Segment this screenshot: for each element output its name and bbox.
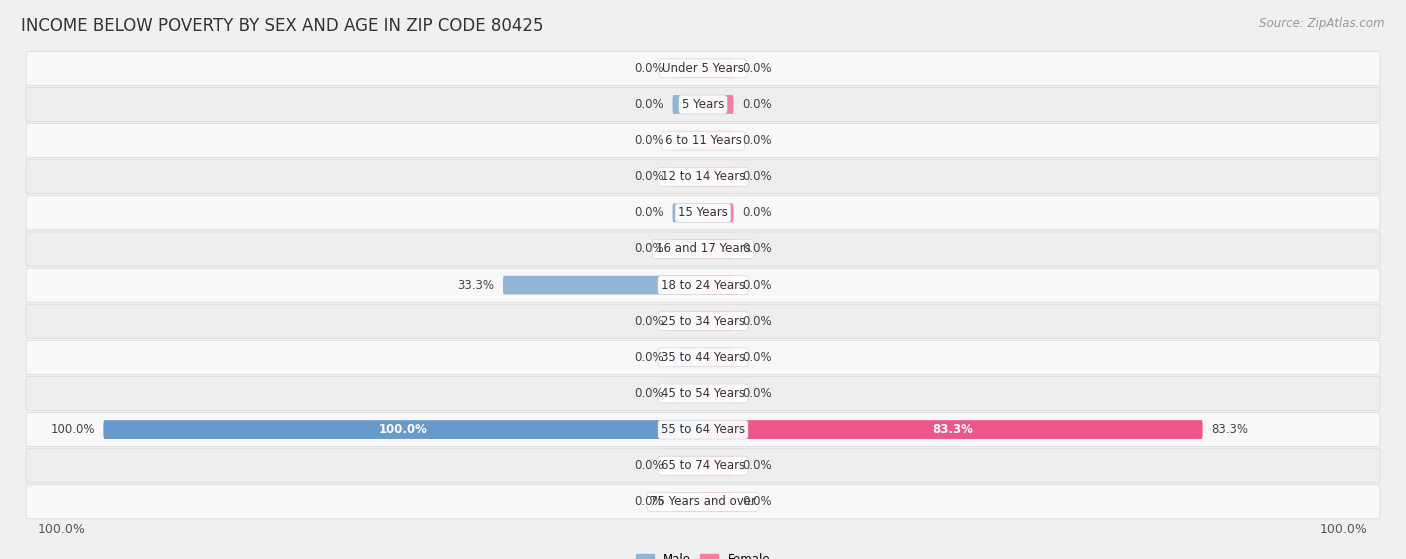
Text: 100.0%: 100.0%: [380, 423, 427, 436]
FancyBboxPatch shape: [703, 384, 734, 403]
Text: 16 and 17 Years: 16 and 17 Years: [655, 243, 751, 255]
FancyBboxPatch shape: [672, 167, 703, 186]
Text: Under 5 Years: Under 5 Years: [662, 62, 744, 75]
FancyBboxPatch shape: [703, 59, 734, 78]
FancyBboxPatch shape: [672, 348, 703, 367]
FancyBboxPatch shape: [25, 340, 1381, 375]
Text: INCOME BELOW POVERTY BY SEX AND AGE IN ZIP CODE 80425: INCOME BELOW POVERTY BY SEX AND AGE IN Z…: [21, 17, 544, 35]
FancyBboxPatch shape: [25, 196, 1381, 230]
Text: 0.0%: 0.0%: [634, 98, 664, 111]
FancyBboxPatch shape: [703, 420, 1202, 439]
FancyBboxPatch shape: [672, 240, 703, 258]
FancyBboxPatch shape: [703, 312, 734, 330]
FancyBboxPatch shape: [25, 268, 1381, 302]
FancyBboxPatch shape: [503, 276, 703, 295]
Text: 12 to 14 Years: 12 to 14 Years: [661, 170, 745, 183]
FancyBboxPatch shape: [25, 376, 1381, 410]
FancyBboxPatch shape: [703, 492, 734, 511]
Text: 0.0%: 0.0%: [634, 351, 664, 364]
Text: 0.0%: 0.0%: [742, 387, 772, 400]
Text: 0.0%: 0.0%: [634, 495, 664, 508]
FancyBboxPatch shape: [25, 88, 1381, 121]
Text: 0.0%: 0.0%: [634, 459, 664, 472]
Text: 0.0%: 0.0%: [742, 98, 772, 111]
Text: 0.0%: 0.0%: [742, 459, 772, 472]
Text: Source: ZipAtlas.com: Source: ZipAtlas.com: [1260, 17, 1385, 30]
FancyBboxPatch shape: [703, 167, 734, 186]
FancyBboxPatch shape: [672, 384, 703, 403]
Text: 6 to 11 Years: 6 to 11 Years: [665, 134, 741, 147]
FancyBboxPatch shape: [672, 492, 703, 511]
Text: 0.0%: 0.0%: [742, 495, 772, 508]
FancyBboxPatch shape: [104, 420, 703, 439]
FancyBboxPatch shape: [25, 413, 1381, 447]
FancyBboxPatch shape: [672, 456, 703, 475]
FancyBboxPatch shape: [703, 203, 734, 222]
Text: 0.0%: 0.0%: [634, 62, 664, 75]
Text: 35 to 44 Years: 35 to 44 Years: [661, 351, 745, 364]
Text: 0.0%: 0.0%: [742, 278, 772, 292]
FancyBboxPatch shape: [672, 95, 703, 114]
Text: 100.0%: 100.0%: [51, 423, 96, 436]
Text: 0.0%: 0.0%: [634, 387, 664, 400]
Text: 25 to 34 Years: 25 to 34 Years: [661, 315, 745, 328]
Text: 0.0%: 0.0%: [742, 243, 772, 255]
FancyBboxPatch shape: [703, 240, 734, 258]
Text: 33.3%: 33.3%: [457, 278, 495, 292]
FancyBboxPatch shape: [703, 131, 734, 150]
FancyBboxPatch shape: [25, 449, 1381, 482]
FancyBboxPatch shape: [703, 95, 734, 114]
Text: 0.0%: 0.0%: [634, 170, 664, 183]
FancyBboxPatch shape: [703, 276, 734, 295]
FancyBboxPatch shape: [703, 456, 734, 475]
Text: 45 to 54 Years: 45 to 54 Years: [661, 387, 745, 400]
Text: 0.0%: 0.0%: [634, 134, 664, 147]
Text: 0.0%: 0.0%: [634, 206, 664, 219]
FancyBboxPatch shape: [672, 312, 703, 330]
Text: 0.0%: 0.0%: [634, 315, 664, 328]
FancyBboxPatch shape: [25, 232, 1381, 266]
Text: 15 Years: 15 Years: [678, 206, 728, 219]
FancyBboxPatch shape: [672, 203, 703, 222]
Text: 83.3%: 83.3%: [932, 423, 973, 436]
Text: 100.0%: 100.0%: [38, 523, 86, 537]
FancyBboxPatch shape: [703, 348, 734, 367]
Text: 65 to 74 Years: 65 to 74 Years: [661, 459, 745, 472]
Text: 5 Years: 5 Years: [682, 98, 724, 111]
FancyBboxPatch shape: [25, 485, 1381, 519]
FancyBboxPatch shape: [25, 160, 1381, 194]
FancyBboxPatch shape: [25, 304, 1381, 338]
Text: 75 Years and over: 75 Years and over: [650, 495, 756, 508]
FancyBboxPatch shape: [672, 131, 703, 150]
FancyBboxPatch shape: [25, 51, 1381, 86]
Text: 83.3%: 83.3%: [1211, 423, 1249, 436]
Text: 55 to 64 Years: 55 to 64 Years: [661, 423, 745, 436]
Text: 0.0%: 0.0%: [742, 206, 772, 219]
Text: 100.0%: 100.0%: [1320, 523, 1368, 537]
Legend: Male, Female: Male, Female: [631, 548, 775, 559]
Text: 0.0%: 0.0%: [742, 170, 772, 183]
Text: 0.0%: 0.0%: [742, 315, 772, 328]
Text: 0.0%: 0.0%: [742, 62, 772, 75]
Text: 18 to 24 Years: 18 to 24 Years: [661, 278, 745, 292]
FancyBboxPatch shape: [672, 59, 703, 78]
FancyBboxPatch shape: [25, 124, 1381, 158]
Text: 0.0%: 0.0%: [634, 243, 664, 255]
Text: 0.0%: 0.0%: [742, 351, 772, 364]
Text: 0.0%: 0.0%: [742, 134, 772, 147]
